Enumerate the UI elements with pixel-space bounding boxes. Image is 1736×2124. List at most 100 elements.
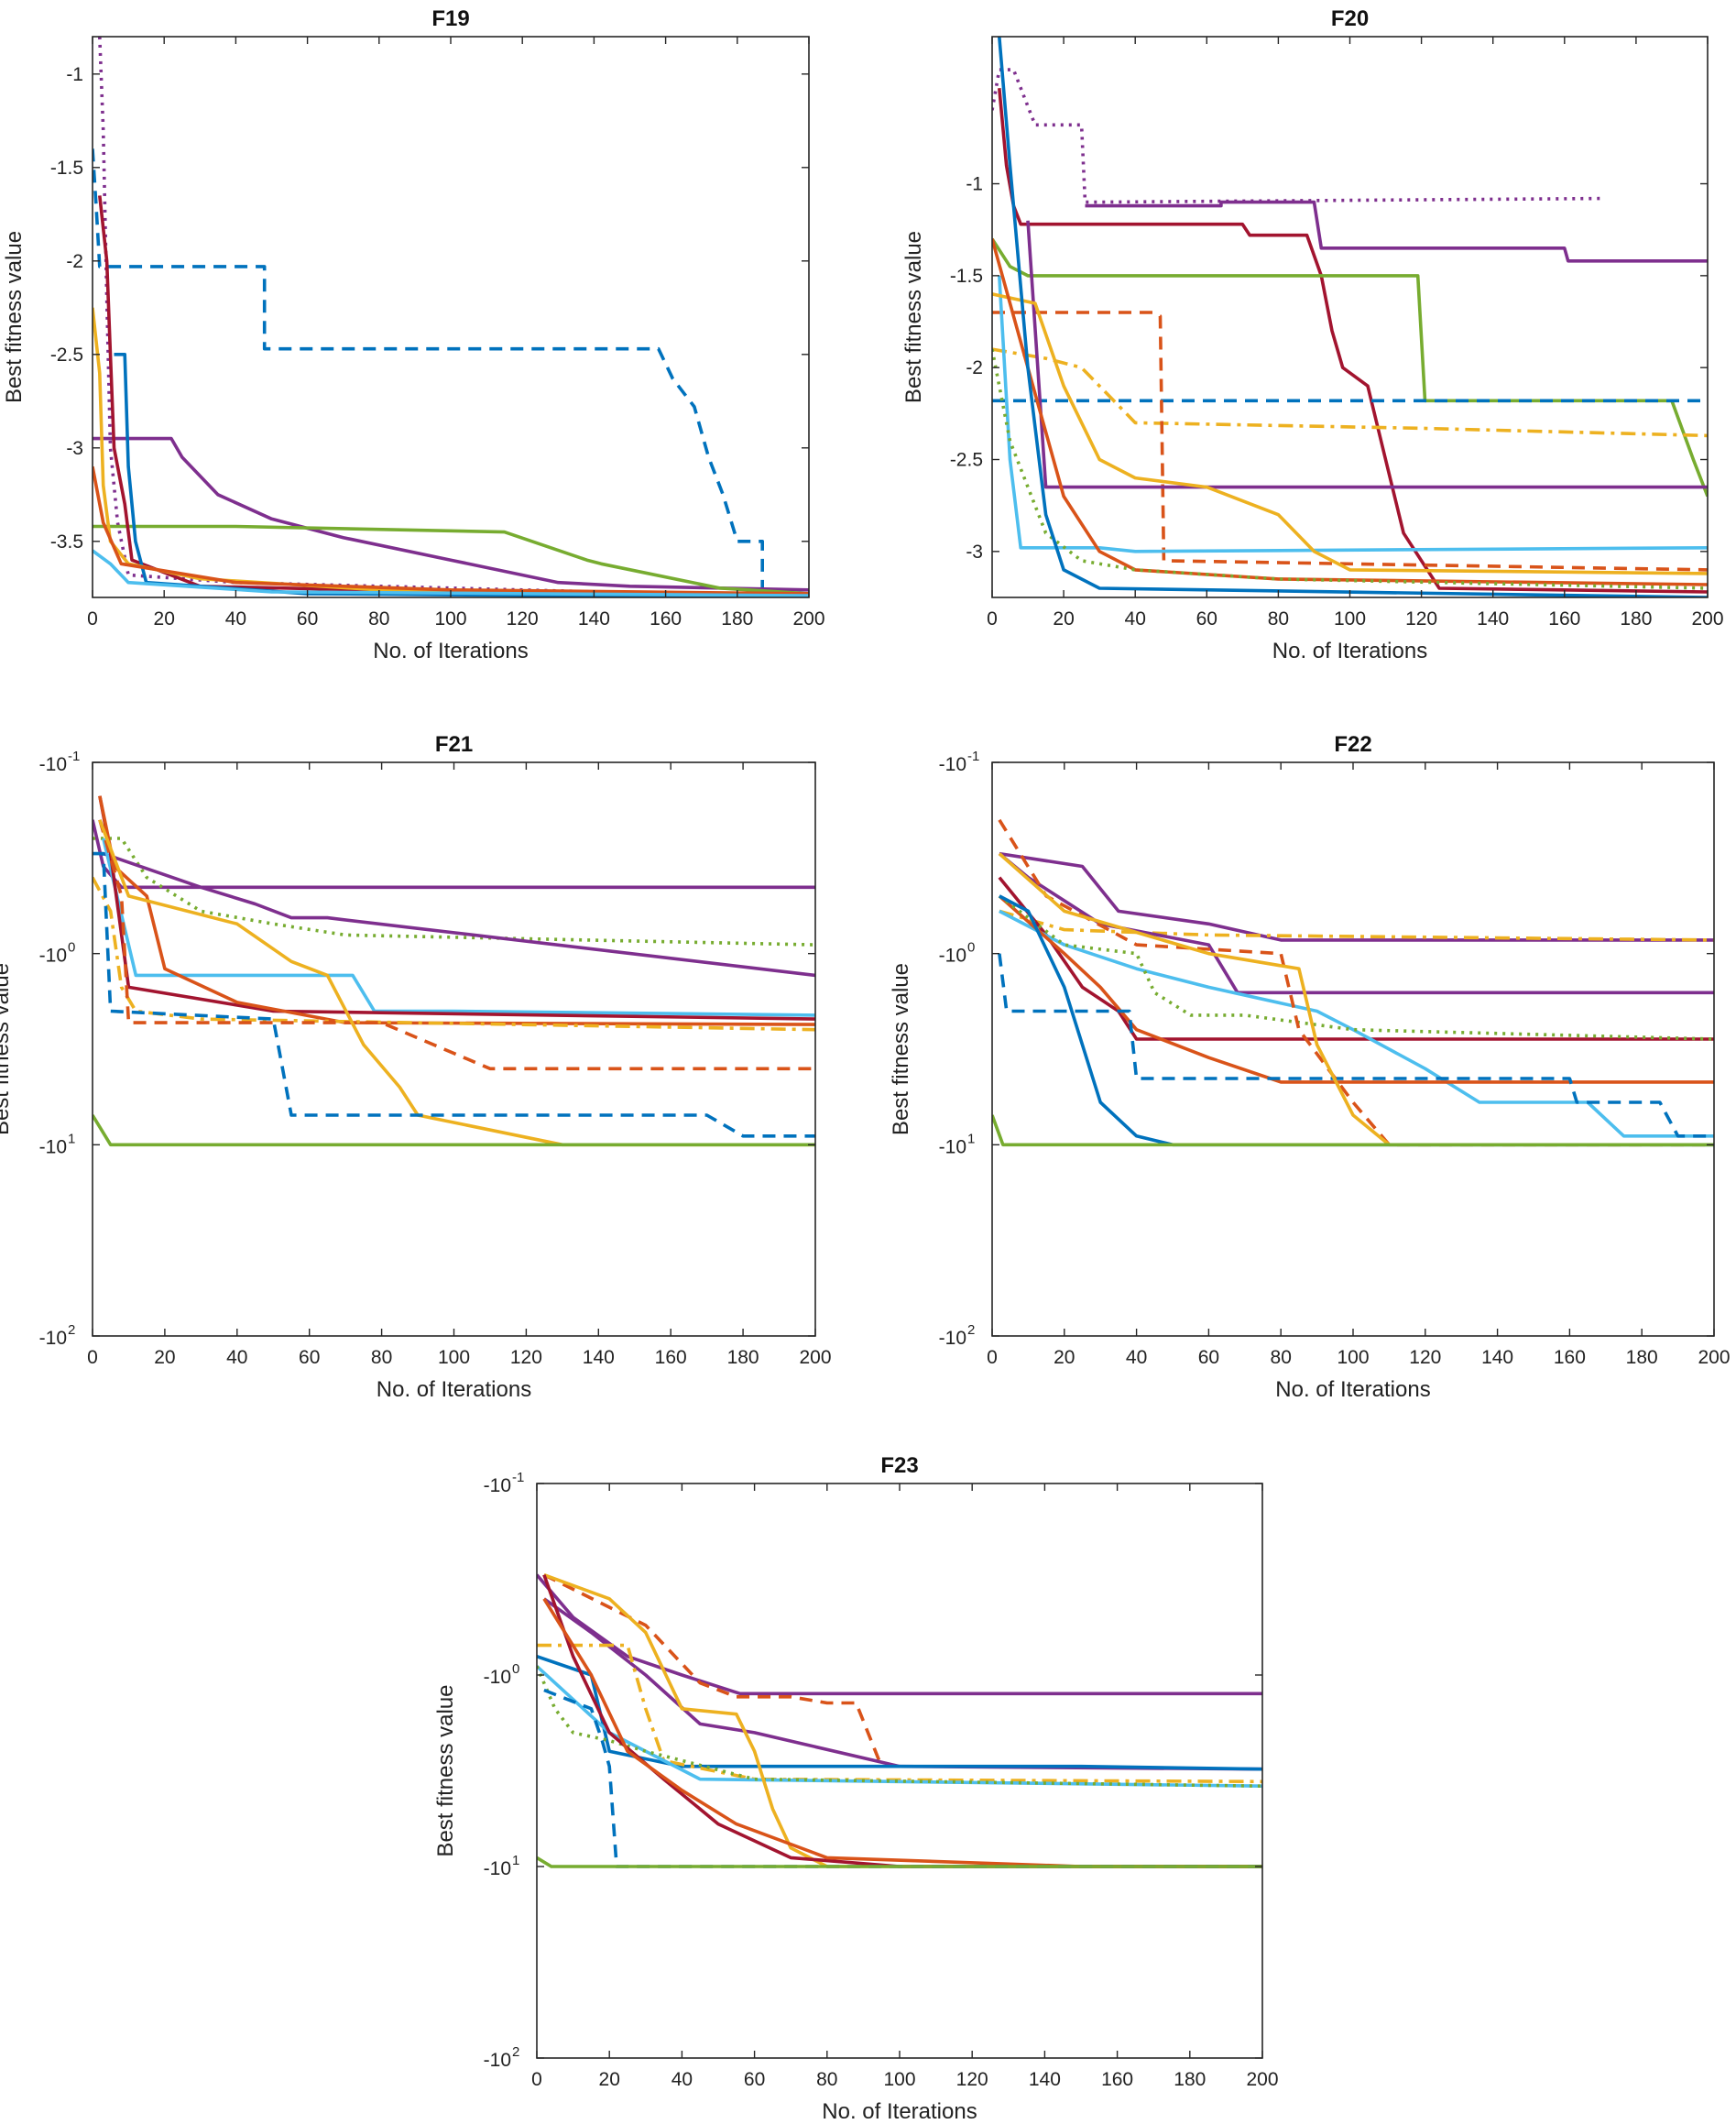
x-axis-label: No. of Iterations bbox=[822, 2099, 977, 2124]
x-tick-label: 140 bbox=[583, 1347, 615, 1368]
y-axis-label: Best fitness value bbox=[901, 231, 926, 403]
x-tick-label: 200 bbox=[792, 608, 824, 630]
y-tick-label: -10 bbox=[39, 754, 67, 775]
series-line-2 bbox=[1085, 200, 1708, 263]
series-line-13 bbox=[998, 37, 1708, 597]
y-tick-label: -3 bbox=[66, 438, 83, 459]
x-tick-label: 100 bbox=[1337, 1347, 1369, 1368]
series-line-10 bbox=[992, 292, 1708, 575]
x-tick-label: 80 bbox=[368, 608, 389, 630]
x-axis-label: No. of Iterations bbox=[1275, 1377, 1430, 1402]
y-tick-exponent: 1 bbox=[68, 1131, 75, 1146]
x-tick-label: 80 bbox=[816, 2069, 837, 2090]
series-line-4 bbox=[998, 876, 1714, 1041]
y-tick-label: -2 bbox=[66, 251, 83, 272]
y-tick-label: -10 bbox=[484, 1475, 511, 1496]
y-tick-exponent: 0 bbox=[68, 940, 75, 956]
x-tick-label: 60 bbox=[744, 2069, 765, 2090]
x-tick-label: 60 bbox=[299, 1347, 320, 1368]
y-tick-label: -1.5 bbox=[950, 266, 983, 287]
x-tick-label: 200 bbox=[799, 1347, 831, 1368]
x-tick-label: 140 bbox=[1481, 1347, 1513, 1368]
y-tick-label: -1 bbox=[66, 64, 83, 85]
series-line-10 bbox=[998, 852, 1714, 1147]
chart-title: F20 bbox=[1331, 6, 1369, 31]
chart-title: F19 bbox=[431, 6, 469, 31]
series-line-7 bbox=[998, 953, 1714, 1138]
y-tick-label: -10 bbox=[939, 1136, 966, 1157]
x-tick-label: 100 bbox=[1334, 608, 1366, 630]
series-line-12 bbox=[992, 1114, 1714, 1147]
x-tick-label: 0 bbox=[987, 1347, 998, 1368]
series-line-11 bbox=[93, 1114, 815, 1147]
x-tick-label: 40 bbox=[226, 1347, 247, 1368]
series-line-2 bbox=[543, 1573, 883, 1768]
y-tick-label: -10 bbox=[484, 1667, 511, 1688]
series-line-8 bbox=[93, 465, 809, 596]
plot-area bbox=[992, 37, 1708, 597]
x-tick-label: 180 bbox=[727, 1347, 759, 1368]
x-tick-label: 80 bbox=[1268, 608, 1289, 630]
y-tick-label: -10 bbox=[39, 1136, 67, 1157]
x-tick-label: 140 bbox=[1029, 2069, 1061, 2090]
x-tick-label: 60 bbox=[1198, 1347, 1219, 1368]
series-line-2 bbox=[98, 37, 809, 597]
series-line-6 bbox=[992, 347, 1708, 438]
y-tick-exponent: -1 bbox=[512, 1470, 524, 1485]
y-tick-label: -2.5 bbox=[50, 345, 83, 366]
x-tick-label: 160 bbox=[1554, 1347, 1586, 1368]
chart-f22: 0 20 40 60 80 100 120 140 160 180 200-10 -1-10 0-10 1… bbox=[889, 732, 1731, 1402]
x-tick-label: 40 bbox=[1125, 608, 1146, 630]
y-tick-exponent: 1 bbox=[967, 1131, 975, 1146]
x-tick-label: 20 bbox=[1054, 1347, 1075, 1368]
chart-f19: 0 20 40 60 80 100 120 140 160 180 200 -3.5 -3 -2.5 -2 -… bbox=[2, 6, 825, 663]
series-line-8 bbox=[98, 819, 815, 1071]
series-line-8 bbox=[543, 1573, 1262, 1868]
y-tick-label: -10 bbox=[39, 1328, 67, 1349]
y-axis-label: Best fitness value bbox=[889, 963, 913, 1135]
chart-f20: 0 20 40 60 80 100 120 140 160 180 200 -3 -2.5 -2 -1.5 -… bbox=[901, 6, 1724, 663]
series-line-1 bbox=[537, 1573, 1262, 1696]
chart-title: F23 bbox=[880, 1453, 918, 1478]
y-tick-label: -10 bbox=[39, 946, 67, 967]
y-axis-label: Best fitness value bbox=[2, 231, 27, 403]
x-tick-label: 20 bbox=[599, 2069, 620, 2090]
series-group bbox=[992, 818, 1714, 1147]
x-tick-label: 80 bbox=[371, 1347, 392, 1368]
x-tick-label: 140 bbox=[578, 608, 610, 630]
y-tick-label: -3.5 bbox=[50, 531, 83, 553]
x-tick-label: 100 bbox=[883, 2069, 915, 2090]
series-line-4 bbox=[992, 237, 1708, 498]
x-tick-label: 60 bbox=[297, 608, 318, 630]
x-axis-label: No. of Iterations bbox=[1272, 639, 1427, 663]
series-line-5 bbox=[999, 909, 1714, 1138]
series-group bbox=[992, 37, 1708, 597]
x-tick-label: 160 bbox=[650, 608, 682, 630]
x-tick-label: 60 bbox=[1196, 608, 1217, 630]
x-tick-label: 180 bbox=[1620, 608, 1652, 630]
plot-area bbox=[992, 762, 1714, 1336]
y-tick-label: -10 bbox=[939, 946, 966, 967]
chart-f23: 0 20 40 60 80 100 120 140 160 180 200-10 -1-10 0-10 1… bbox=[433, 1453, 1279, 2124]
plot-area bbox=[537, 1484, 1262, 2058]
y-tick-label: -10 bbox=[939, 1328, 966, 1349]
plot-area bbox=[93, 762, 815, 1336]
y-tick-exponent: 0 bbox=[967, 940, 975, 956]
x-tick-label: 40 bbox=[1126, 1347, 1147, 1368]
x-tick-label: 160 bbox=[1101, 2069, 1133, 2090]
x-tick-label: 160 bbox=[655, 1347, 687, 1368]
y-tick-exponent: 2 bbox=[512, 2044, 519, 2060]
x-tick-label: 120 bbox=[510, 1347, 542, 1368]
series-line-6 bbox=[998, 894, 1714, 1084]
x-tick-label: 0 bbox=[87, 1347, 98, 1368]
x-tick-label: 120 bbox=[507, 608, 539, 630]
y-tick-label: -2.5 bbox=[950, 450, 983, 471]
y-tick-exponent: 2 bbox=[967, 1322, 975, 1338]
x-tick-label: 120 bbox=[956, 2069, 988, 2090]
series-line-1 bbox=[999, 851, 1714, 942]
x-tick-label: 0 bbox=[531, 2069, 542, 2090]
x-tick-label: 200 bbox=[1691, 608, 1723, 630]
x-tick-label: 0 bbox=[987, 608, 998, 630]
y-tick-label: -2 bbox=[966, 357, 983, 378]
